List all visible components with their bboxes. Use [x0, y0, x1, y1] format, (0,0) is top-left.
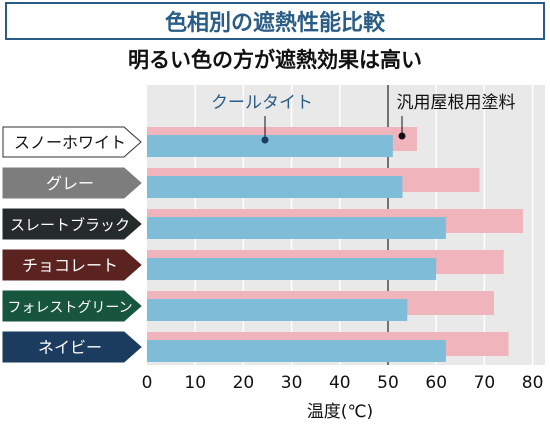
- x-axis-label: 温度(℃): [307, 402, 373, 422]
- bar-クールタイト: [147, 176, 403, 198]
- category-label: スノーホワイト: [14, 133, 126, 152]
- chart-title: 色相別の遮熱性能比較: [164, 11, 385, 36]
- title-banner: 色相別の遮熱性能比較: [5, 2, 545, 40]
- leader-dot: [261, 136, 269, 144]
- leader-dot: [398, 132, 406, 140]
- x-tick-label: 70: [474, 373, 496, 393]
- category-label: ネイビー: [38, 338, 102, 357]
- x-tick-label: 40: [329, 373, 351, 393]
- category-chevron: [2, 331, 142, 363]
- category-label: チョコレート: [22, 256, 118, 275]
- category-label: フォレストグリーン: [7, 300, 132, 316]
- category-label: スレートブラック: [10, 216, 130, 234]
- bar-クールタイト: [147, 340, 446, 362]
- bar-クールタイト: [147, 135, 393, 157]
- category-label: グレー: [46, 174, 94, 193]
- bar-クールタイト: [147, 299, 408, 321]
- x-tick-label: 80: [522, 373, 544, 393]
- legend-label: クールタイト: [211, 93, 313, 113]
- x-tick-label: 50: [377, 373, 399, 393]
- x-tick-label: 30: [281, 373, 303, 393]
- category-chevron: [2, 167, 142, 199]
- x-tick-label: 10: [184, 373, 206, 393]
- legend-label: 汎用屋根用塗料: [397, 92, 516, 113]
- bar-クールタイト: [147, 217, 446, 239]
- bar-クールタイト: [147, 258, 437, 280]
- category-chevron: [2, 249, 142, 281]
- category-chevron: [2, 290, 142, 322]
- x-tick-label: 60: [425, 373, 447, 393]
- x-tick-label: 20: [233, 373, 255, 393]
- category-chevron: [2, 126, 142, 158]
- category-chevron: [2, 208, 142, 240]
- chart-subtitle: 明るい色の方が遮熱効果は高い: [128, 48, 422, 72]
- x-tick-label: 0: [142, 373, 153, 393]
